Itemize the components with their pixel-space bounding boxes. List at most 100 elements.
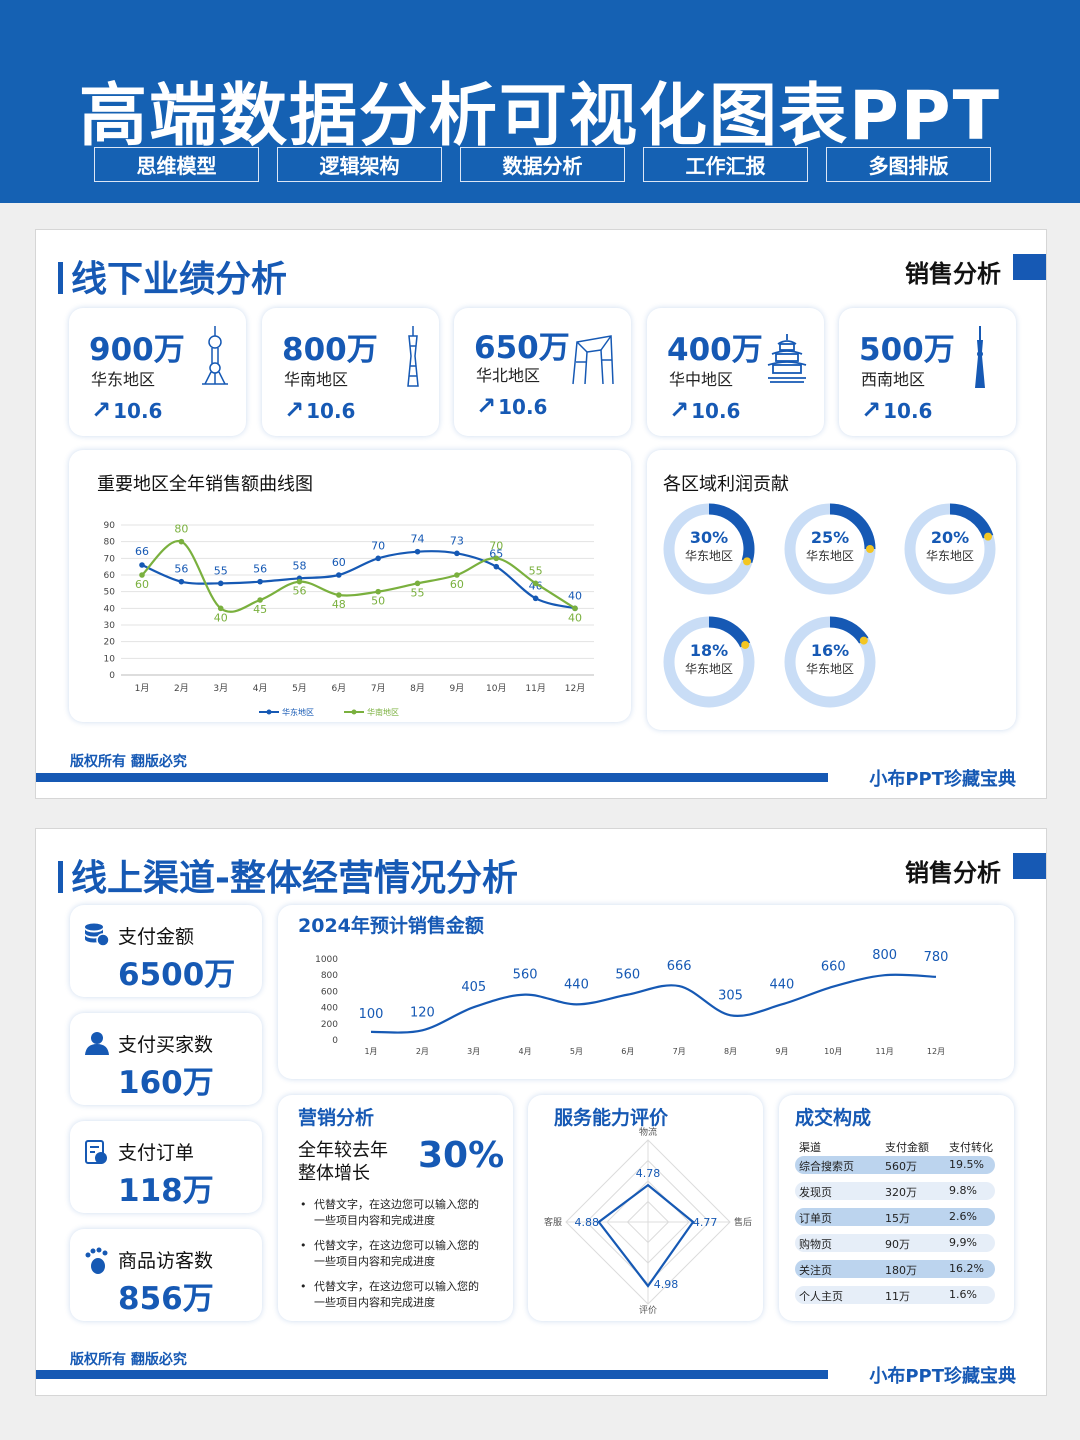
radar-value-label: 4.88 xyxy=(575,1216,600,1229)
stat-card-buyers[interactable]: 支付买家数 160万 xyxy=(70,1013,262,1105)
kpi-value: 650万 xyxy=(474,330,570,366)
brand-text: 小布PPT珍藏宝典 xyxy=(869,1366,1016,1387)
data-point xyxy=(532,580,539,587)
panel-tag: 销售分析 xyxy=(905,859,1001,887)
pagoda-icon xyxy=(767,334,807,383)
radar-axis-label: 物流 xyxy=(639,1126,657,1138)
donut-label-4: 18% 华东地区 xyxy=(684,641,733,676)
stat-label: 支付金额 xyxy=(118,926,195,948)
data-label: 55 xyxy=(214,564,228,577)
donut-arc xyxy=(949,503,994,539)
x-tick-label: 3月 xyxy=(467,1047,480,1056)
radar-axis-label: 售后 xyxy=(734,1216,752,1228)
tag-thinking-model[interactable]: 思维模型 xyxy=(94,147,259,182)
y-tick-label: 200 xyxy=(321,1020,338,1030)
x-tick-label: 2月 xyxy=(174,683,189,694)
x-tick-label: 12月 xyxy=(565,683,585,694)
donut-arc xyxy=(708,616,751,648)
donut-end-dot xyxy=(741,640,750,649)
table-row[interactable]: 订单页 15万 2.6% xyxy=(795,1208,995,1226)
y-tick-label: 800 xyxy=(321,971,338,981)
donut-label-5: 16% 华东地区 xyxy=(805,641,854,676)
user-icon xyxy=(85,1032,109,1055)
data-label: 70 xyxy=(489,539,503,552)
stat-card-visitors[interactable]: 商品访客数 856万 xyxy=(70,1229,262,1321)
x-tick-label: 9月 xyxy=(450,683,465,694)
chart-title: 各区域利润贡献 xyxy=(663,474,789,495)
card-title: 服务能力评价 xyxy=(554,1107,669,1129)
panel-tag-bar xyxy=(1013,254,1046,280)
data-point xyxy=(375,555,381,562)
stat-label: 支付买家数 xyxy=(118,1034,214,1056)
table-row[interactable]: 个人主页 11万 1.6% xyxy=(795,1286,995,1304)
radar-shape xyxy=(597,1183,695,1288)
donut-end-dot xyxy=(859,636,868,645)
kpi-value: 500万 xyxy=(859,332,955,368)
header-banner: 高端数据分析可视化图表PPT 思维模型 逻辑架构 数据分析 工作汇报 多图排版 xyxy=(0,0,1080,203)
kpi-growth: ↗ 10.6 xyxy=(91,396,163,424)
kpi-card-south[interactable]: 800万 华南地区 ↗ 10.6 xyxy=(262,308,439,436)
data-label: 45 xyxy=(253,603,267,616)
data-label: 660 xyxy=(821,960,846,975)
data-label: 73 xyxy=(450,534,464,547)
data-label: 80 xyxy=(174,523,188,536)
data-point xyxy=(375,588,381,595)
kpi-card-central[interactable]: 400万 华中地区 ↗ 10.6 xyxy=(647,308,824,436)
y-tick-label: 600 xyxy=(321,987,338,997)
table-row[interactable]: 购物页 90万 9,9% xyxy=(795,1234,995,1252)
tag-work-report[interactable]: 工作汇报 xyxy=(643,147,808,182)
copyright-text: 版权所有 翻版必究 xyxy=(70,1352,187,1368)
panel-tag-bar xyxy=(1013,853,1046,879)
stat-value: 118万 xyxy=(118,1173,214,1209)
profit-contribution-card: 各区域利润贡献 30% 华东地区 25% 华东地区 20% 华东地区 18% 华东地区 … xyxy=(647,450,1016,730)
donut-label-1: 30% 华东地区 xyxy=(684,528,733,563)
x-tick-label: 11月 xyxy=(525,683,545,694)
kpi-card-east[interactable]: 900万 华东地区 ↗ 10.6 xyxy=(69,308,246,436)
data-label: 560 xyxy=(615,968,640,983)
donut-end-dot xyxy=(866,545,874,553)
brand-text: 小布PPT珍藏宝典 xyxy=(869,769,1016,790)
data-point xyxy=(296,578,303,585)
data-label: 70 xyxy=(371,539,385,552)
x-tick-label: 1月 xyxy=(364,1047,377,1056)
data-label: 60 xyxy=(135,578,149,591)
table-row[interactable]: 发现页 320万 9.8% xyxy=(795,1182,995,1200)
data-label: 56 xyxy=(253,563,267,576)
kpi-card-southwest[interactable]: 500万 西南地区 ↗ 10.6 xyxy=(839,308,1016,436)
kpi-value: 400万 xyxy=(667,332,763,368)
y-tick-label: 50 xyxy=(104,588,116,598)
tv-tower-icon xyxy=(975,326,985,388)
data-label: 120 xyxy=(410,1005,435,1020)
data-label: 55 xyxy=(411,586,425,599)
pearl-tower-icon xyxy=(202,326,228,385)
stat-card-orders[interactable]: 支付订单 118万 xyxy=(70,1121,262,1213)
data-label: 58 xyxy=(292,559,306,572)
x-tick-label: 5月 xyxy=(570,1047,583,1056)
table-row[interactable]: 综合搜索页 560万 19.5% xyxy=(795,1156,995,1174)
table-row[interactable]: 关注页 180万 16.2% xyxy=(795,1260,995,1278)
data-label: 40 xyxy=(214,611,228,624)
legend-label: 华南地区 xyxy=(367,707,399,717)
data-point xyxy=(217,580,224,587)
donut-label-2: 25% 华东地区 xyxy=(805,528,854,563)
tag-row: 思维模型 逻辑架构 数据分析 工作汇报 多图排版 xyxy=(94,147,991,182)
tag-multi-chart[interactable]: 多图排版 xyxy=(826,147,991,182)
data-label: 305 xyxy=(718,988,743,1003)
growth-label: 全年较去年 整体增长 xyxy=(298,1140,388,1184)
data-point xyxy=(454,550,460,557)
stat-card-payment[interactable]: 支付金额 6500万 xyxy=(70,905,262,997)
kpi-region: 华南地区 xyxy=(284,370,349,389)
kpi-card-north[interactable]: 650万 华北地区 ↗ 10.6 xyxy=(454,308,631,436)
tag-logic-architecture[interactable]: 逻辑架构 xyxy=(277,147,442,182)
tag-data-analysis[interactable]: 数据分析 xyxy=(460,147,625,182)
donut-arc xyxy=(829,503,876,550)
x-tick-label: 7月 xyxy=(371,683,386,694)
stat-value: 6500万 xyxy=(118,957,236,993)
regional-sales-line-chart: 0 10 20 30 40 50 60 70 80 90 1月 2月 3月 4月 5月 6月 7月 8月 9月 10月… xyxy=(104,521,594,717)
y-tick-label: 80 xyxy=(104,538,116,548)
kpi-value: 900万 xyxy=(89,332,185,368)
series-line-1 xyxy=(141,550,576,610)
